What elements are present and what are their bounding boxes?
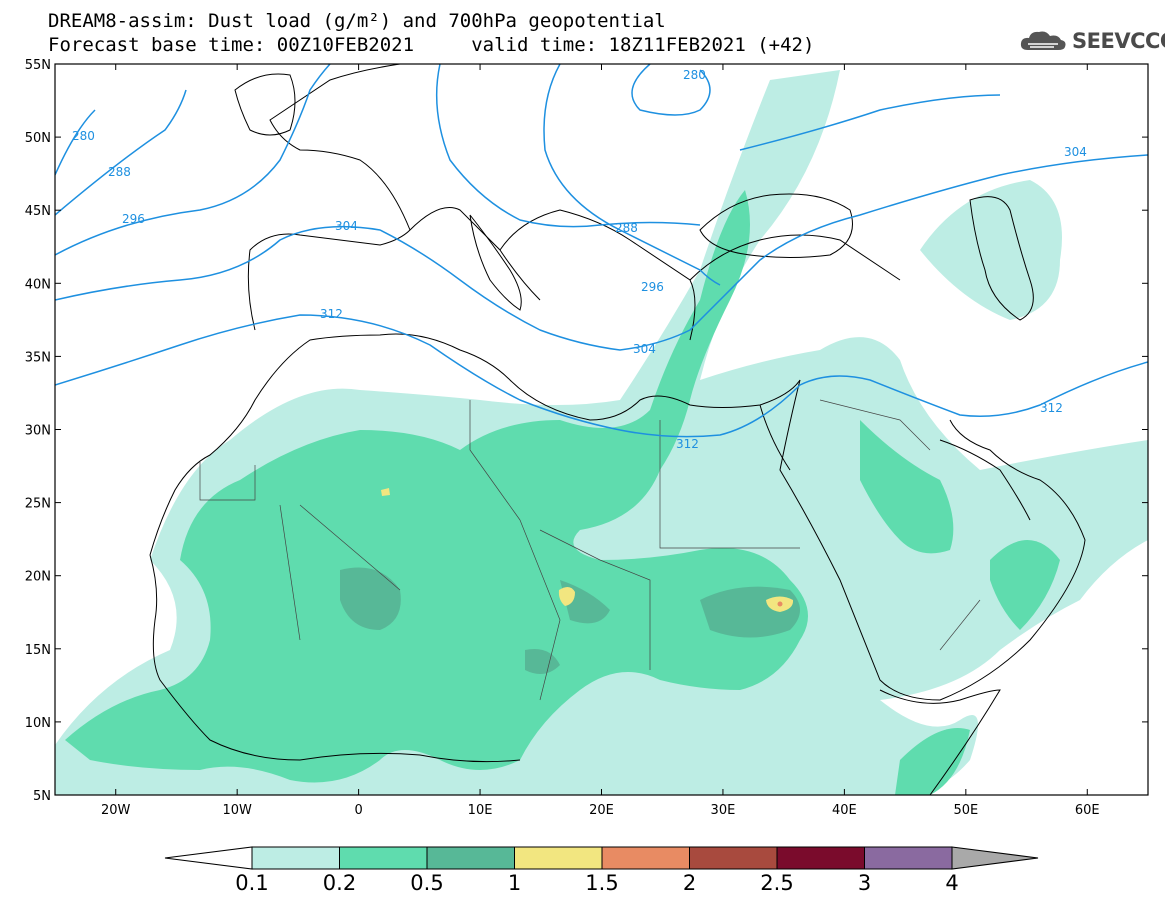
contour-label: 304 <box>335 219 358 233</box>
coastlines <box>149 64 1086 795</box>
contour-labels: 280 288 296 304 312 280 288 296 304 312 … <box>72 68 1087 451</box>
lon-label: 20W <box>101 803 131 818</box>
contour-label: 312 <box>1040 401 1063 415</box>
colorbar-label: 4 <box>945 871 958 895</box>
colorbar-lower-extend <box>164 846 253 870</box>
lat-label: 15N <box>25 643 51 658</box>
lon-label: 60E <box>1075 803 1100 818</box>
lat-label: 20N <box>25 570 51 585</box>
colorbar-label: 3 <box>858 871 871 895</box>
lat-label: 45N <box>25 204 51 219</box>
lon-label: 10W <box>222 803 252 818</box>
colorbar-swatch <box>514 846 603 870</box>
colorbar-label: 0.2 <box>323 871 356 895</box>
lat-label: 40N <box>25 277 51 292</box>
contour-label: 280 <box>683 68 706 82</box>
dust-area-medium-4 <box>895 728 970 795</box>
dust-area-dark <box>340 567 401 630</box>
lat-label: 25N <box>25 497 51 512</box>
cloud-icon <box>1020 31 1066 50</box>
lon-label: 50E <box>953 803 978 818</box>
dust-area-medium-3 <box>990 540 1060 630</box>
lat-label: 35N <box>25 350 51 365</box>
colorbar-upper-extend <box>951 846 1039 870</box>
dust-peak <box>777 601 783 607</box>
contour-label: 288 <box>108 165 131 179</box>
colorbar-label: 2.5 <box>760 871 793 895</box>
colorbar-label: 1.5 <box>585 871 618 895</box>
contour-label: 288 <box>615 221 638 235</box>
colorbar-swatch <box>251 846 340 870</box>
dust-area-dark-2 <box>700 586 800 638</box>
geopotential-contours <box>55 64 1148 438</box>
logo-text: SEEVCCC <box>1072 29 1165 53</box>
dust-area-max-2 <box>558 586 575 606</box>
colorbar-label: 2 <box>683 871 696 895</box>
logo: SEEVCCC <box>1018 28 1165 54</box>
lat-label: 55N <box>25 58 51 73</box>
latitude-axis: 55N 50N 45N 40N 35N 30N 25N 20N 15N 10N 5N <box>25 58 1148 804</box>
colorbar-swatch <box>339 846 428 870</box>
lat-label: 5N <box>33 789 51 804</box>
lon-label: 10E <box>468 803 493 818</box>
lat-label: 30N <box>25 424 51 439</box>
borders <box>199 399 981 701</box>
colorbar-label: 1 <box>508 871 521 895</box>
dust-field <box>55 70 1148 795</box>
colorbar-swatch <box>864 846 953 870</box>
contour-label: 304 <box>633 342 656 356</box>
dust-area-medium <box>65 190 808 783</box>
lon-label: 0 <box>354 803 362 818</box>
colorbar-swatch <box>426 846 515 870</box>
colorbar: 0.1 0.2 0.5 1 1.5 2 2.5 3 4 <box>164 846 1039 895</box>
contour-label: 312 <box>320 307 343 321</box>
dust-area-medium-2 <box>860 420 954 554</box>
colorbar-label: 0.1 <box>235 871 268 895</box>
contour-label: 296 <box>641 280 664 294</box>
dust-area-light-2 <box>920 180 1062 320</box>
lon-label: 30E <box>711 803 736 818</box>
contour-label: 280 <box>72 129 95 143</box>
dust-area-max-3 <box>381 488 390 496</box>
lon-label: 40E <box>832 803 857 818</box>
contour-label: 312 <box>676 437 699 451</box>
colorbar-swatch <box>776 846 865 870</box>
colorbar-swatch <box>689 846 778 870</box>
lon-label: 20E <box>589 803 614 818</box>
lat-label: 50N <box>25 131 51 146</box>
chart-title: DREAM8-assim: Dust load (g/m²) and 700hP… <box>48 10 666 32</box>
colorbar-label: 0.5 <box>410 871 443 895</box>
chart-subtitle: Forecast base time: 00Z10FEB2021 valid t… <box>48 34 815 56</box>
lat-label: 10N <box>25 716 51 731</box>
contour-label: 296 <box>122 212 145 226</box>
colorbar-swatch <box>601 846 690 870</box>
longitude-axis: 20W 10W 0 10E 20E 30E 40E 50E 60E <box>101 64 1100 818</box>
contour-label: 304 <box>1064 145 1087 159</box>
